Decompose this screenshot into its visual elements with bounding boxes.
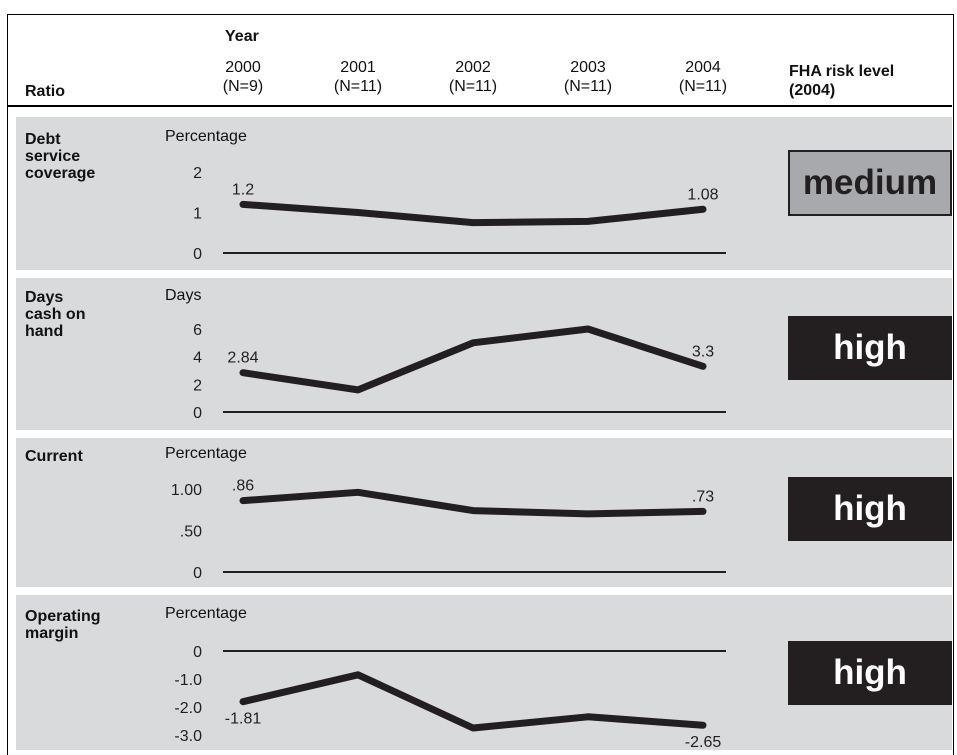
y-tick-label: -2.0 <box>174 700 202 717</box>
data-label: 2.84 <box>227 350 258 367</box>
ratio-label-line: Debt <box>25 131 61 148</box>
line-chart-current: 0 .50 1.00 .86 .73 <box>171 478 726 582</box>
risk-header-line1: FHA risk level <box>789 63 895 80</box>
y-tick-label: .50 <box>180 524 202 541</box>
line-chart-days-cash-on-hand: 0 2 4 6 2.84 3.3 <box>193 322 726 422</box>
panel-days-cash-on-hand: Days cash on hand Days 0 2 4 6 2.84 3.3 high <box>16 278 952 430</box>
risk-level-badge: high <box>788 477 952 541</box>
y-tick-label: 0 <box>193 644 202 661</box>
y-tick-label: 2 <box>193 377 202 394</box>
y-tick-label: 0 <box>193 246 202 263</box>
year-n: (N=9) <box>222 78 264 95</box>
ratio-header: Ratio <box>25 83 65 100</box>
year-header-2004: 2004 (N=11) <box>663 58 743 96</box>
risk-level-badge: medium <box>788 150 952 216</box>
y-axis-unit-label: Percentage <box>165 128 247 145</box>
year-header-2000: 2000 (N=9) <box>203 58 283 96</box>
line-chart-operating-margin: 0 -1.0 -2.0 -3.0 -1.81 -2.65 <box>174 644 726 751</box>
risk-level-badge: high <box>788 641 952 705</box>
y-axis-unit-label: Days <box>165 287 202 304</box>
data-label: 3.3 <box>692 343 714 360</box>
y-axis-unit-label: Percentage <box>165 445 247 462</box>
data-label: 1.08 <box>687 186 718 203</box>
ratio-label-line: cash on <box>25 306 86 323</box>
ratio-label: Days cash on hand <box>25 289 85 340</box>
ratio-label-line: Current <box>25 448 83 465</box>
year-n: (N=11) <box>333 78 383 95</box>
ratio-label-line: Operating <box>25 608 101 625</box>
year-header-2002: 2002 (N=11) <box>433 58 513 96</box>
series-line <box>239 671 707 732</box>
header-divider <box>8 105 952 107</box>
series-line <box>239 488 707 518</box>
ratio-label-line: service <box>25 148 81 165</box>
y-axis-unit-label: Percentage <box>165 605 247 622</box>
ratio-label: Debt service coverage <box>25 131 95 182</box>
year-text: 2003 <box>570 59 606 76</box>
y-tick-label: 1 <box>193 206 202 223</box>
year-n: (N=11) <box>678 78 728 95</box>
ratio-label-line: Days <box>25 289 64 306</box>
risk-header: FHA risk level (2004) <box>789 62 894 100</box>
y-tick-label: -3.0 <box>174 728 202 745</box>
y-tick-label: 0 <box>193 565 202 582</box>
data-label: .73 <box>692 488 714 505</box>
year-n: (N=11) <box>563 78 613 95</box>
data-label: 1.2 <box>232 181 254 198</box>
ratio-label: Operating margin <box>25 608 101 642</box>
year-header-2003: 2003 (N=11) <box>548 58 628 96</box>
risk-header-line2: (2004) <box>789 82 836 99</box>
figure-frame <box>7 14 954 755</box>
y-tick-label: -1.0 <box>174 672 202 689</box>
panel-debt-service-coverage: Debt service coverage Percentage 0 1 2 1.2 1… <box>16 117 952 270</box>
series-line <box>239 200 707 227</box>
y-tick-label: 4 <box>193 350 202 367</box>
y-tick-label: 0 <box>193 405 202 422</box>
year-label: Year <box>225 28 259 45</box>
panel-operating-margin: Operating margin Percentage 0 -1.0 -2.0 -3.… <box>16 595 952 751</box>
data-label: -1.81 <box>225 711 262 728</box>
ratio-label-line: margin <box>25 625 79 642</box>
year-text: 2000 <box>225 59 261 76</box>
y-tick-label: 1.00 <box>171 482 202 499</box>
year-text: 2004 <box>685 59 721 76</box>
data-label: -2.65 <box>685 734 722 751</box>
data-label: .86 <box>232 478 254 495</box>
panel-current: Current Percentage 0 .50 1.00 .86 .73 high <box>16 438 952 587</box>
ratio-label-line: coverage <box>25 165 96 182</box>
y-tick-label: 2 <box>193 165 202 182</box>
ratio-label-line: hand <box>25 323 64 340</box>
series-line <box>239 325 707 394</box>
line-chart-debt-service-coverage: 0 1 2 1.2 1.08 <box>193 165 726 263</box>
year-text: 2002 <box>455 59 491 76</box>
year-n: (N=11) <box>448 78 498 95</box>
year-text: 2001 <box>340 59 376 76</box>
ratio-label: Current <box>25 448 83 465</box>
y-tick-label: 6 <box>193 322 202 339</box>
year-header-2001: 2001 (N=11) <box>318 58 398 96</box>
risk-level-badge: high <box>788 316 952 380</box>
